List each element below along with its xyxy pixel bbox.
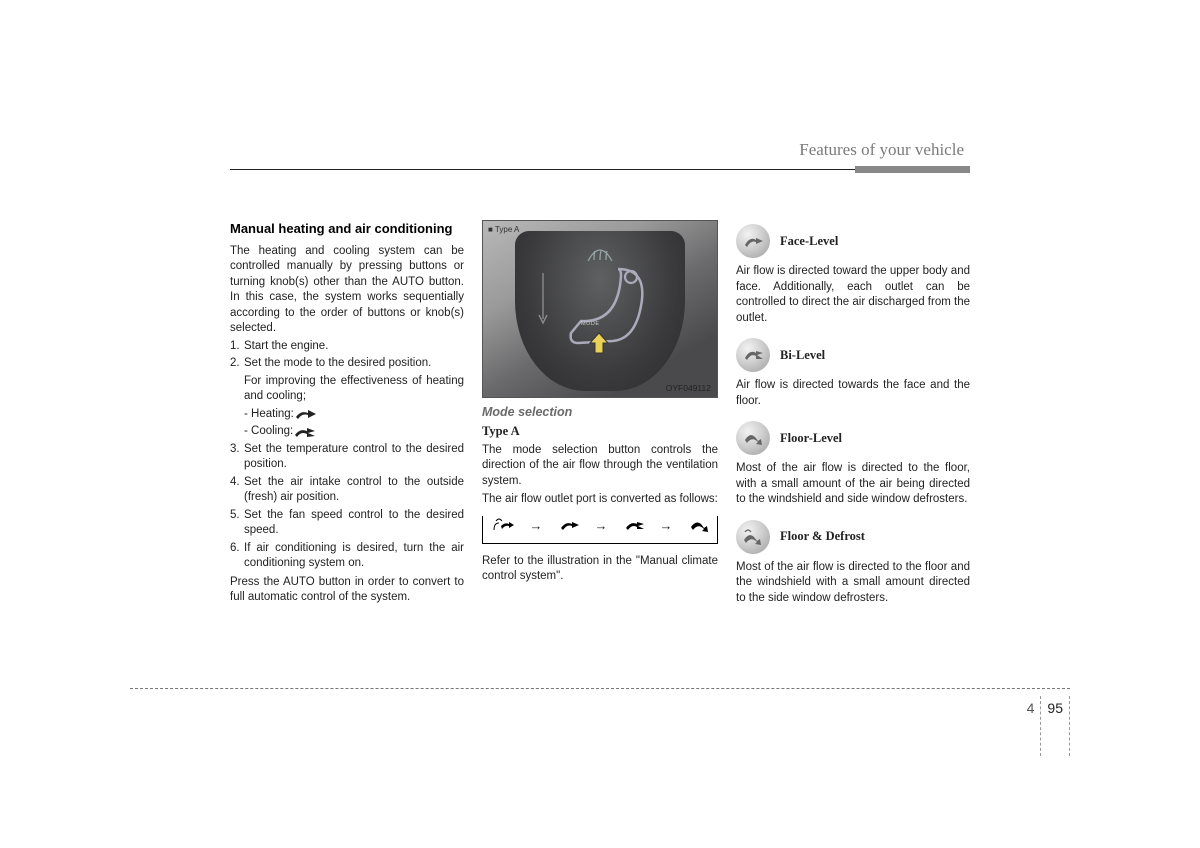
arrow-icon: →: [660, 517, 673, 535]
page-header: Features of your vehicle: [230, 140, 970, 160]
step-1: 1.Start the engine.: [230, 339, 464, 355]
bi-level-icon: [736, 338, 770, 372]
intro-paragraph: The heating and cooling system can be co…: [230, 244, 464, 337]
page-number-value: 95: [1041, 700, 1069, 716]
chapter-number: 4: [1021, 700, 1041, 716]
face-level-desc: Air flow is directed toward the upper bo…: [736, 264, 970, 326]
floor-defrost-title: Floor & Defrost: [780, 528, 865, 545]
figure-code: OYF049112: [666, 383, 711, 394]
cooling-icon: [293, 425, 319, 439]
step-2: 2.Set the mode to the desired position.: [230, 356, 464, 372]
mode-desc-1: The mode selection button controls the d…: [482, 443, 718, 490]
header-title: Features of your vehicle: [799, 140, 970, 160]
step-6: 6.If air conditioning is desired, turn t…: [230, 541, 464, 572]
floor-defrost-desc: Most of the air flow is directed to the …: [736, 560, 970, 607]
floor-defrost-icon: [736, 520, 770, 554]
floor-defrost-row: Floor & Defrost: [736, 520, 970, 554]
bi-level-desc: Air flow is directed towards the face an…: [736, 378, 970, 409]
floor-level-title: Floor-Level: [780, 430, 842, 447]
step-3: 3.Set the temperature control to the des…: [230, 442, 464, 473]
flow-face-defrost-icon: [491, 517, 515, 533]
page-number: 4 95: [1021, 696, 1070, 756]
heating-icon: [294, 407, 320, 421]
floor-level-desc: Most of the air flow is directed to the …: [736, 461, 970, 508]
step-2-heating: - Heating:: [230, 407, 464, 423]
bi-level-row: Bi-Level: [736, 338, 970, 372]
outro-paragraph: Press the AUTO button in order to conver…: [230, 575, 464, 606]
floor-level-row: Floor-Level: [736, 421, 970, 455]
flow-bilevel-icon: [623, 517, 645, 533]
face-level-icon: [736, 224, 770, 258]
step-4: 4.Set the air intake control to the outs…: [230, 475, 464, 506]
step-5: 5.Set the fan speed control to the desir…: [230, 508, 464, 539]
mode-dial-figure: ■ Type A MODE OYF049112: [482, 220, 718, 398]
page-footer: 4 95: [130, 688, 1070, 689]
footer-dashed-line: [130, 688, 1070, 689]
arrow-icon: →: [595, 517, 608, 535]
mode-up-arrow-icon: [588, 331, 610, 355]
mode-selection-heading: Mode selection: [482, 404, 718, 421]
bi-level-title: Bi-Level: [780, 347, 825, 364]
mode-desc-2: The air flow outlet port is converted as…: [482, 492, 718, 508]
face-level-title: Face-Level: [780, 233, 838, 250]
column-2: ■ Type A MODE OYF049112 Mode selection: [482, 220, 718, 618]
flow-face-icon: [558, 517, 580, 533]
type-a-label: Type A: [482, 423, 718, 440]
column-3: Face-Level Air flow is directed toward t…: [736, 220, 970, 618]
flow-floor-icon: [688, 517, 710, 533]
manual-page: Features of your vehicle Manual heating …: [230, 140, 970, 618]
mode-text: MODE: [581, 321, 600, 328]
figure-type-label: ■ Type A: [488, 225, 519, 236]
step-2-note: For improving the effectiveness of heati…: [230, 374, 464, 405]
refer-note: Refer to the illustration in the "Manual…: [482, 554, 718, 585]
header-accent-bar: [855, 166, 970, 173]
step-2-cooling: - Cooling:: [230, 424, 464, 440]
airflow-sequence-diagram: → → →: [482, 516, 718, 544]
content-columns: Manual heating and air conditioning The …: [230, 220, 970, 618]
floor-level-icon: [736, 421, 770, 455]
section-title: Manual heating and air conditioning: [230, 220, 464, 238]
face-level-row: Face-Level: [736, 224, 970, 258]
column-1: Manual heating and air conditioning The …: [230, 220, 464, 618]
down-arrow-left: [537, 271, 549, 331]
arrow-icon: →: [530, 517, 543, 535]
